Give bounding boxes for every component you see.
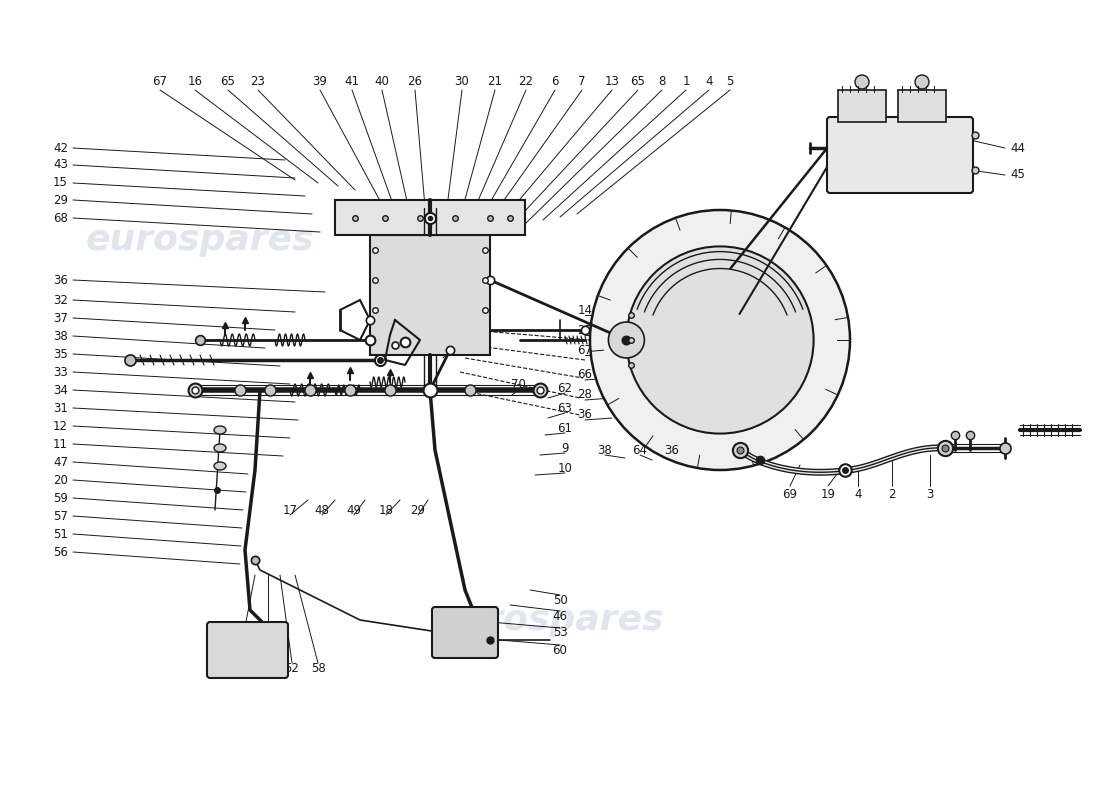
Text: 24: 24 (461, 314, 475, 326)
Text: 60: 60 (552, 643, 568, 657)
Text: 9: 9 (561, 442, 569, 454)
Text: 38: 38 (53, 330, 68, 342)
Text: 21: 21 (487, 75, 503, 88)
Text: 2: 2 (889, 488, 895, 501)
Text: 68: 68 (53, 211, 68, 225)
Text: 65: 65 (630, 75, 646, 88)
Text: 52: 52 (285, 662, 299, 674)
Text: 18: 18 (378, 503, 394, 517)
Text: 10: 10 (558, 462, 572, 474)
Ellipse shape (214, 444, 225, 452)
Text: 6: 6 (551, 75, 559, 88)
Text: eurospares: eurospares (86, 223, 315, 257)
FancyBboxPatch shape (432, 607, 498, 658)
Text: 4: 4 (705, 75, 713, 88)
Text: 31: 31 (53, 402, 68, 414)
Text: 42: 42 (53, 142, 68, 154)
Text: 1: 1 (682, 75, 690, 88)
Circle shape (915, 75, 930, 89)
Circle shape (608, 322, 645, 358)
Text: 58: 58 (310, 662, 326, 674)
Text: 36: 36 (664, 443, 680, 457)
Text: 44: 44 (1010, 142, 1025, 154)
Text: 56: 56 (53, 546, 68, 558)
Text: 70: 70 (510, 378, 526, 391)
FancyBboxPatch shape (827, 117, 974, 193)
Text: 67: 67 (153, 75, 167, 88)
Bar (838, 90, 886, 122)
Text: 11: 11 (53, 438, 68, 450)
Text: 65: 65 (221, 75, 235, 88)
Bar (336, 200, 525, 235)
FancyBboxPatch shape (370, 235, 490, 355)
Text: 5: 5 (726, 75, 734, 88)
Text: 3: 3 (926, 488, 934, 501)
Bar (898, 90, 946, 122)
Text: 61: 61 (558, 422, 572, 434)
Text: 43: 43 (53, 158, 68, 171)
Text: 45: 45 (1010, 169, 1025, 182)
Text: 51: 51 (53, 527, 68, 541)
Text: 17: 17 (283, 503, 297, 517)
Text: 35: 35 (53, 347, 68, 361)
Text: 41: 41 (344, 75, 360, 88)
Text: 59: 59 (53, 491, 68, 505)
Text: 57: 57 (53, 510, 68, 522)
Text: 48: 48 (315, 503, 329, 517)
Text: 7: 7 (579, 75, 585, 88)
Text: 25: 25 (578, 323, 593, 337)
Text: 54: 54 (231, 662, 245, 674)
Text: 67: 67 (578, 343, 593, 357)
Text: 47: 47 (53, 455, 68, 469)
Text: 29: 29 (53, 194, 68, 206)
Text: 13: 13 (605, 75, 619, 88)
Ellipse shape (214, 426, 225, 434)
Text: 28: 28 (578, 389, 593, 402)
Text: 55: 55 (261, 662, 275, 674)
Text: 27: 27 (442, 338, 458, 351)
Circle shape (626, 246, 814, 434)
FancyBboxPatch shape (207, 622, 288, 678)
Text: 62: 62 (558, 382, 572, 394)
Text: 38: 38 (597, 443, 613, 457)
Text: 40: 40 (375, 75, 389, 88)
Text: 37: 37 (53, 311, 68, 325)
Text: 49: 49 (346, 503, 362, 517)
Text: 23: 23 (251, 75, 265, 88)
Text: 33: 33 (53, 366, 68, 378)
Text: 50: 50 (552, 594, 568, 606)
Text: 66: 66 (578, 369, 593, 382)
Text: 8: 8 (658, 75, 666, 88)
Ellipse shape (214, 462, 225, 470)
Text: 20: 20 (53, 474, 68, 486)
Text: 12: 12 (53, 419, 68, 433)
Text: 36: 36 (578, 409, 593, 422)
Circle shape (590, 210, 850, 470)
Text: 46: 46 (552, 610, 568, 622)
Text: 32: 32 (53, 294, 68, 306)
Text: 36: 36 (53, 274, 68, 286)
Text: eurospares: eurospares (436, 603, 664, 637)
Text: 30: 30 (454, 75, 470, 88)
Text: 22: 22 (518, 75, 534, 88)
Text: 14: 14 (578, 303, 593, 317)
Text: 4: 4 (855, 488, 861, 501)
Text: 19: 19 (821, 488, 836, 501)
Text: 29: 29 (410, 503, 426, 517)
Text: 26: 26 (407, 75, 422, 88)
Text: 63: 63 (558, 402, 572, 414)
Text: 34: 34 (53, 383, 68, 397)
Circle shape (855, 75, 869, 89)
Text: 16: 16 (187, 75, 202, 88)
Text: 39: 39 (312, 75, 328, 88)
Text: 64: 64 (632, 443, 648, 457)
Text: 15: 15 (53, 177, 68, 190)
Text: 69: 69 (782, 488, 797, 501)
Text: 53: 53 (552, 626, 568, 639)
